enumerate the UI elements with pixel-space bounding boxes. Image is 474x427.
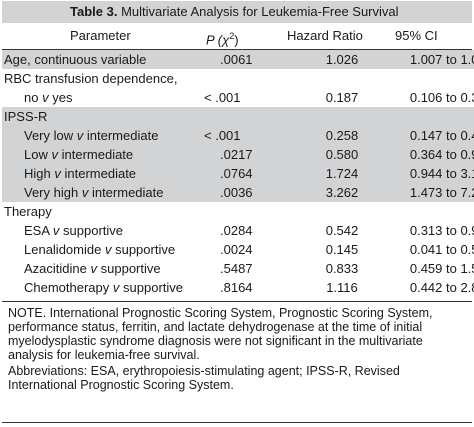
- cell-parameter: Very low v intermediate: [2, 126, 201, 145]
- table-row: no v yes < .001 0.187 0.106 to 0.329: [2, 88, 474, 107]
- table-row: High v intermediate .0764 1.724 0.944 to 3.…: [2, 164, 474, 183]
- cell-parameter: High v intermediate: [2, 164, 201, 183]
- table-caption: Multivariate Analysis for Leukemia-Free …: [117, 4, 399, 19]
- table-row: Lenalidomide v supportive .0024 0.145 0.041…: [2, 240, 474, 259]
- cell-parameter: Azacitidine v supportive: [24, 261, 161, 276]
- data-table: Age, continuous variable .0061 1.026 1.007 …: [2, 50, 474, 297]
- cell-hazard-ratio: 0.187: [325, 90, 359, 105]
- table-row: Very low v intermediate < .001 0.258 0.147 …: [2, 126, 474, 145]
- table-row: RBC transfusion dependence,: [2, 69, 474, 88]
- cell-parameter: Age, continuous variable: [2, 50, 201, 69]
- column-header-row: Parameter P (χ2) Hazard Ratio 95% CI: [2, 23, 472, 50]
- cell-hazard-ratio: 1.724: [292, 164, 392, 183]
- cell-hazard-ratio: 0.833: [325, 261, 359, 276]
- header-p-sup: 2: [229, 31, 235, 41]
- table-label: Table: [70, 4, 103, 19]
- cell-ci: 1.473 to 7.228: [392, 183, 474, 202]
- cell-ci: 0.459 to 1.513: [409, 261, 474, 276]
- table-row: Therapy: [2, 202, 474, 221]
- cell-hazard-ratio: [292, 202, 392, 221]
- table-row: Age, continuous variable .0061 1.026 1.007 …: [2, 50, 474, 69]
- cell-parameter: IPSS-R: [2, 107, 201, 126]
- cell-p-value: [201, 107, 292, 126]
- cell-p-value: [201, 202, 292, 221]
- cell-hazard-ratio: 3.262: [292, 183, 392, 202]
- cell-hazard-ratio: 0.580: [292, 145, 392, 164]
- cell-p-value: .0284: [220, 223, 253, 238]
- cell-p-value: < .001: [201, 126, 292, 145]
- cell-p-value: [201, 69, 292, 88]
- cell-ci: 0.364 to 0.924: [392, 145, 474, 164]
- cell-parameter: RBC transfusion dependence,: [4, 71, 178, 86]
- cell-ci: 0.944 to 3.148: [392, 164, 474, 183]
- cell-p-value: .0036: [201, 183, 292, 202]
- header-hazard-ratio: Hazard Ratio: [287, 28, 363, 43]
- cell-hazard-ratio: 1.116: [326, 280, 358, 295]
- cell-p-value: .0024: [220, 242, 253, 257]
- cell-hazard-ratio: 0.258: [292, 126, 392, 145]
- cell-hazard-ratio: [292, 107, 392, 126]
- cell-parameter: Therapy: [4, 204, 52, 219]
- cell-ci: [392, 107, 474, 126]
- table-row: Azacitidine v supportive .5487 0.833 0.459 …: [2, 259, 474, 278]
- cell-p-value: .8164: [220, 280, 253, 295]
- header-ci: 95% CI: [395, 28, 438, 43]
- cell-parameter: ESA v supportive: [24, 223, 124, 238]
- cell-p-value: .0217: [201, 145, 292, 164]
- table-row: Very high v intermediate .0036 3.262 1.473 …: [2, 183, 474, 202]
- cell-p-value: .5487: [220, 261, 253, 276]
- header-parameter: Parameter: [70, 28, 131, 43]
- cell-parameter: Lenalidomide v supportive: [24, 242, 176, 257]
- cell-hazard-ratio: 1.026: [292, 50, 392, 69]
- cell-ci: 0.442 to 2.815: [409, 280, 474, 295]
- table-row: ESA v supportive .0284 0.542 0.313 to 0.937: [2, 221, 474, 240]
- header-p-prefix: P (: [206, 32, 223, 48]
- cell-parameter: Chemotherapy v supportive: [24, 280, 184, 295]
- cell-hazard-ratio: [292, 69, 392, 88]
- cell-parameter: Low v intermediate: [2, 145, 201, 164]
- cell-ci: 0.147 to 0.452: [392, 126, 474, 145]
- table-notes: NOTE. International Prognostic Scoring S…: [2, 301, 472, 392]
- bottom-rule: [2, 422, 472, 423]
- cell-p-value: .0764: [201, 164, 292, 183]
- note-text: NOTE. International Prognostic Scoring S…: [8, 306, 433, 362]
- cell-ci: [392, 69, 474, 88]
- header-p-suffix: ): [234, 32, 239, 48]
- header-p-chi: χ: [222, 32, 230, 48]
- table-number: 3.: [103, 4, 118, 19]
- cell-ci: [392, 202, 474, 221]
- cell-p-value: .0061: [201, 50, 292, 69]
- cell-parameter: no v yes: [24, 90, 73, 105]
- cell-ci: 0.041 to 0.504: [409, 242, 474, 257]
- table-title: Table 3. Multivariate Analysis for Leuke…: [2, 1, 472, 23]
- cell-ci: 0.313 to 0.937: [409, 223, 474, 238]
- abbreviations-text: Abbreviations: ESA, erythropoiesis-stimu…: [8, 364, 400, 392]
- table-row: IPSS-R: [2, 107, 474, 126]
- cell-parameter: Very high v intermediate: [2, 183, 201, 202]
- cell-ci: 0.106 to 0.329: [409, 90, 474, 105]
- table-row: Chemotherapy v supportive .8164 1.116 0.442…: [2, 278, 474, 297]
- cell-p-value: < .001: [204, 90, 241, 105]
- header-p-value: P (χ2): [206, 23, 239, 53]
- cell-hazard-ratio: 0.542: [325, 223, 359, 238]
- cell-ci: 1.007 to 1.044: [392, 50, 474, 69]
- cell-hazard-ratio: 0.145: [325, 242, 359, 257]
